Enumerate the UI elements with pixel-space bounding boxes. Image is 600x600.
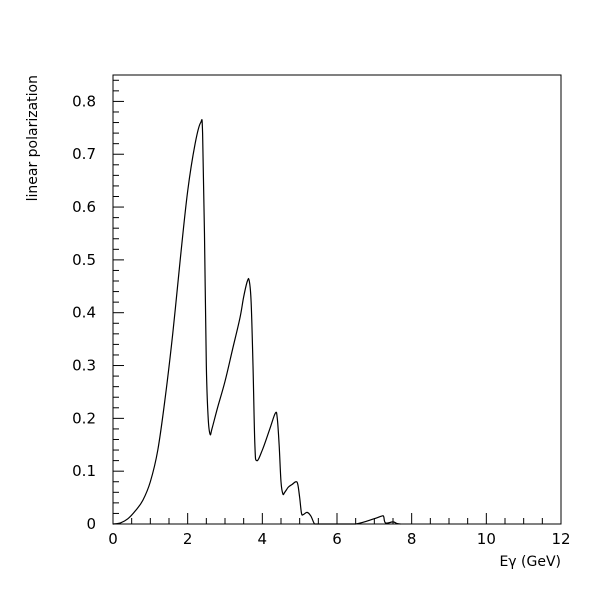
y-tick-label: 0.8 [72,92,96,110]
x-tick-label: 4 [258,530,268,548]
x-tick-label: 2 [183,530,193,548]
x-tick-label: 8 [407,530,417,548]
y-tick-label: 0.6 [72,198,96,216]
series-line [112,119,401,525]
x-axis-title: Eγ (GeV) [499,554,561,570]
y-tick-label: 0.3 [72,357,96,375]
y-axis-title: linear polarization [25,75,41,201]
x-tick-label: 0 [108,530,118,548]
y-tick-label: 0.1 [72,462,96,480]
y-tick-label: 0.4 [72,304,96,322]
x-tick-label: 6 [332,530,342,548]
plot-frame [112,74,562,525]
axis-ticks [112,79,562,525]
y-tick-label: 0.7 [72,145,96,163]
x-tick-label: 10 [477,530,496,548]
x-tick-label: 12 [551,530,570,548]
y-tick-label: 0.2 [72,409,96,427]
y-tick-label: 0.5 [72,251,96,269]
y-tick-label: 0 [86,515,96,533]
axis-tick-labels: 0 2 4 6 8 10 12 0 0.1 0.2 0.3 0.4 0.5 0.6 0.7 0.8 [72,92,570,548]
